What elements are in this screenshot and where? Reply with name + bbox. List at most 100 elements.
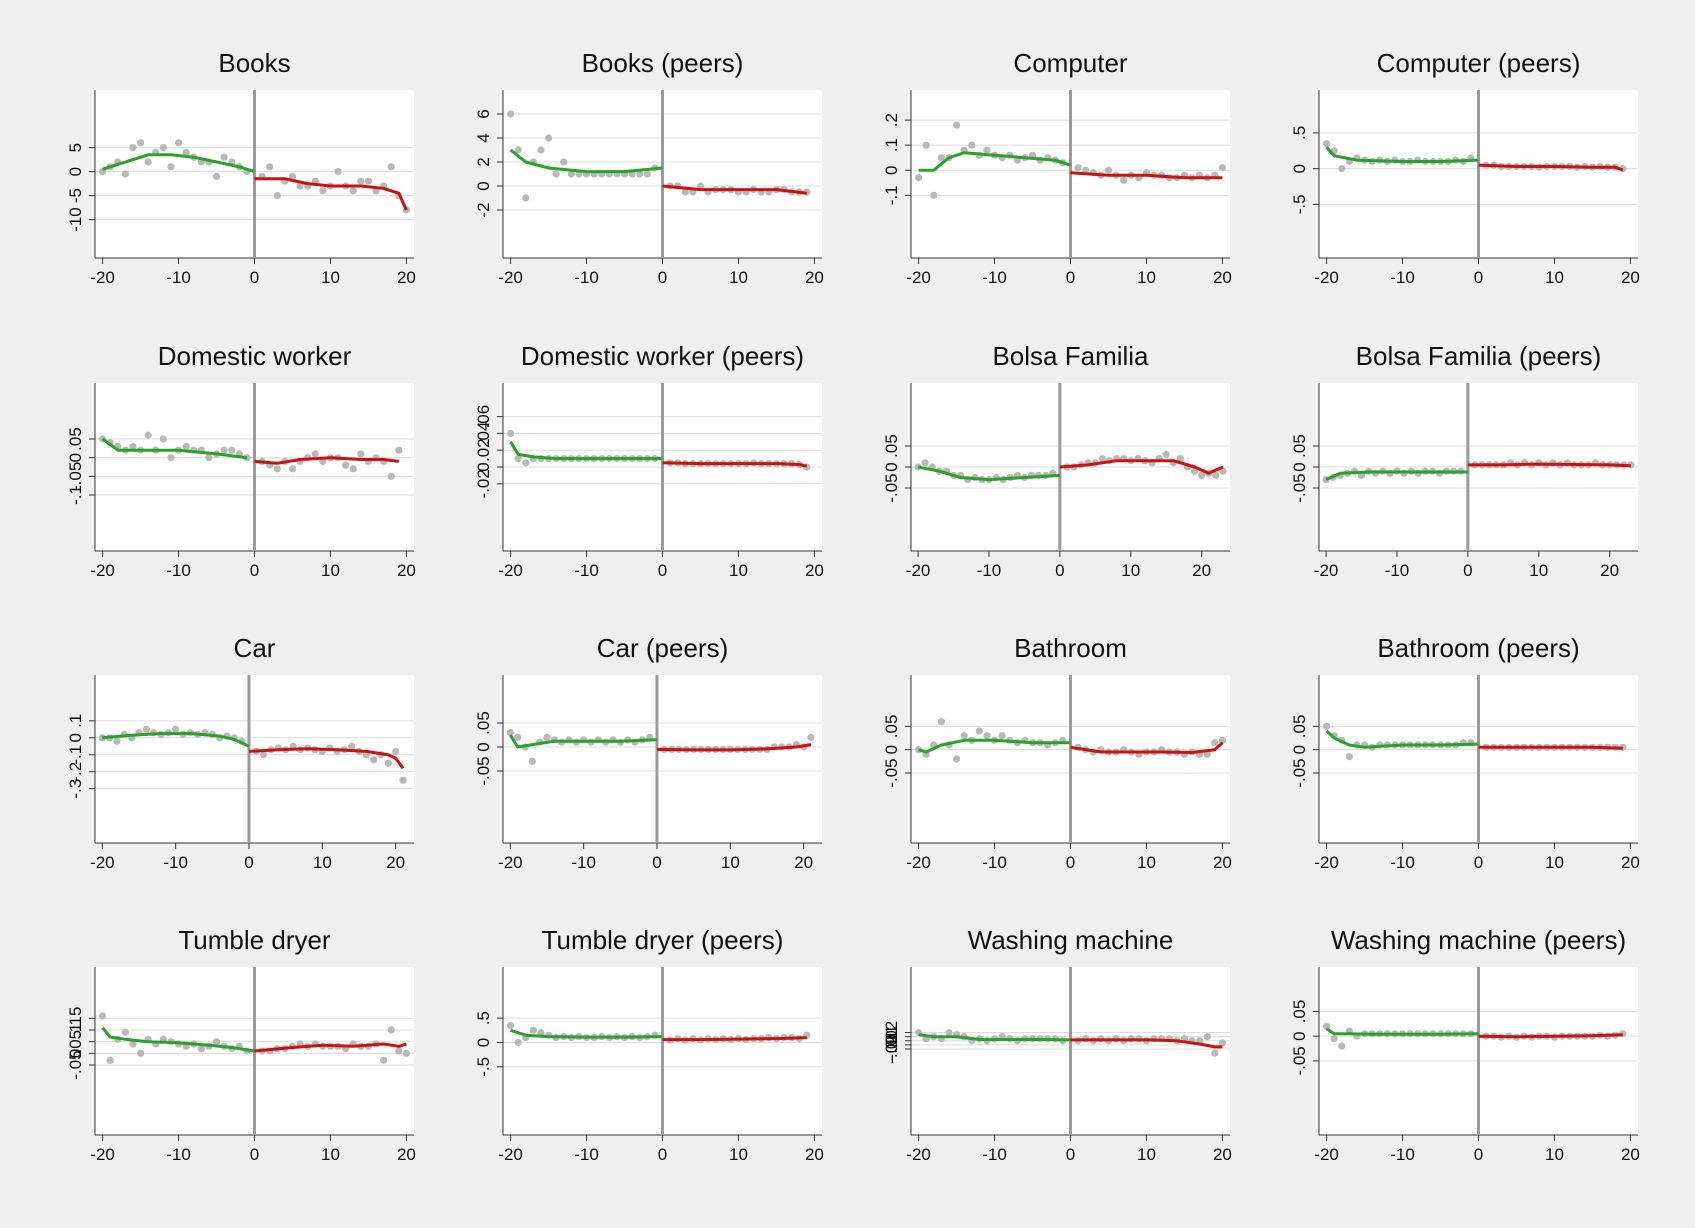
x-tick-label: 20 (1213, 853, 1232, 872)
scatter-point (922, 141, 930, 149)
fit-line-left (918, 151, 1071, 172)
x-tick-label: 10 (321, 1145, 340, 1164)
y-tick-label: -.05 (882, 473, 901, 502)
scatter-point (1211, 1049, 1219, 1057)
panel-title: Washing machine (peers) (1331, 925, 1626, 955)
scatter-point (395, 1047, 403, 1055)
scatter-point (129, 1040, 137, 1048)
x-tick-label: -20 (906, 1145, 931, 1164)
fit-line-right (254, 1042, 407, 1053)
x-tick-label: -20 (498, 268, 523, 287)
x-tick-label: -20 (498, 561, 523, 580)
scatter-point (506, 729, 514, 737)
y-tick-label: .05 (1290, 1000, 1309, 1024)
x-tick-label: 20 (1621, 1145, 1640, 1164)
panel-title: Tumble dryer (peers) (542, 925, 784, 955)
x-tick-label: 20 (397, 1145, 416, 1164)
x-tick-label: -10 (982, 1145, 1007, 1164)
scatter-point (952, 121, 961, 129)
fit-line-left (917, 465, 1060, 482)
x-tick-label: 10 (321, 268, 340, 287)
y-tick-label: -.02 (474, 469, 493, 498)
x-tick-label: 20 (386, 853, 405, 872)
fit-line-right (1070, 741, 1224, 754)
scatter-point (348, 742, 356, 750)
y-tick-label: .2 (882, 113, 901, 127)
x-tick-label: 0 (658, 1145, 667, 1164)
panel-title: Books (218, 48, 290, 78)
panel-title: Books (peers) (582, 48, 744, 78)
scatter-point (220, 446, 228, 454)
scatter-point (370, 756, 378, 764)
scatter-point (506, 110, 515, 118)
y-tick-label: -10 (66, 207, 85, 232)
panel: Books -10 -5 0 5 -20 -10 0 10 20 (66, 48, 416, 287)
y-tick-label: 4 (474, 133, 493, 142)
fit-line-left (510, 1028, 663, 1039)
y-tick-label: 0 (66, 1049, 85, 1058)
y-tick-label: -2 (474, 202, 493, 217)
x-tick-label: 20 (805, 561, 824, 580)
fit-line-right (1070, 1038, 1223, 1049)
x-tick-label: -20 (498, 1145, 523, 1164)
y-tick-label: 0 (66, 453, 85, 462)
scatter-point (1198, 471, 1206, 479)
fit-line-right (1467, 462, 1631, 468)
y-tick-label: -.01 (882, 1030, 901, 1059)
x-tick-label: 20 (1192, 561, 1211, 580)
scatter-point (387, 163, 395, 171)
panel: Domestic worker-.1-.050.05-20 -10 0 10 20 (66, 341, 416, 580)
x-tick-label: -10 (571, 853, 596, 872)
y-tick-label: .05 (66, 427, 85, 451)
scatter-point (807, 733, 815, 742)
scatter-point (514, 146, 522, 154)
panel: Computer (peers) -.5 0 .5 -20 -10 0 10 20 (1290, 48, 1640, 287)
y-tick-label: .5 (1290, 126, 1309, 140)
y-tick-label: 0 (1290, 1031, 1309, 1040)
fit-line-left (509, 148, 663, 174)
x-tick-label: -20 (1314, 268, 1339, 287)
panel: Bolsa Familia (peers) -.05 0 .05 -20 -10 0 10 20 (1290, 341, 1638, 580)
plot-area (95, 675, 414, 843)
scatter-point (167, 163, 175, 171)
y-tick-label: -.05 (1290, 1046, 1309, 1075)
panel: Car -.3-.2-.1 0 .1 -20 -10 0 10 20 (66, 633, 414, 872)
scatter-point (142, 725, 150, 733)
x-tick-label: -10 (574, 561, 599, 580)
scatter-point (552, 170, 560, 178)
x-tick-label: 20 (1621, 268, 1640, 287)
scatter-point (930, 191, 938, 199)
fit-line-right (1478, 745, 1623, 750)
scatter-point (544, 134, 553, 142)
x-tick-label: 10 (721, 853, 740, 872)
y-tick-label: 5 (66, 143, 85, 152)
scatter-point (1330, 1035, 1338, 1043)
panel-title: Bathroom (1014, 633, 1127, 663)
x-tick-label: 10 (1121, 561, 1140, 580)
y-tick-label: .05 (882, 715, 901, 739)
scatter-point (1176, 455, 1184, 463)
scatter-point (384, 759, 392, 767)
x-tick-label: 0 (1055, 561, 1064, 580)
y-tick-label: -.02 (882, 1034, 901, 1063)
x-tick-label: -10 (1390, 268, 1415, 287)
y-tick-label: 6 (474, 109, 493, 118)
panel: Domestic worker (peers)-.020.02.04.06-20… (474, 341, 824, 580)
scatter-point (159, 144, 167, 152)
fit-line-left (1325, 1027, 1479, 1036)
plot-area (503, 675, 822, 843)
scatter-point (402, 1049, 411, 1057)
scatter-point (1203, 1033, 1211, 1041)
panel-title: Bolsa Familia (992, 341, 1149, 371)
scatter-point (1218, 736, 1227, 744)
scatter-point (529, 1026, 537, 1034)
x-tick-label: 10 (1545, 1145, 1564, 1164)
x-tick-label: -10 (1385, 561, 1410, 580)
x-tick-label: 10 (729, 268, 748, 287)
scatter-point (399, 776, 407, 784)
scatter-point (1218, 164, 1227, 172)
y-tick-label: -.05 (882, 758, 901, 787)
scatter-point (144, 158, 152, 166)
x-tick-label: -10 (1390, 853, 1415, 872)
